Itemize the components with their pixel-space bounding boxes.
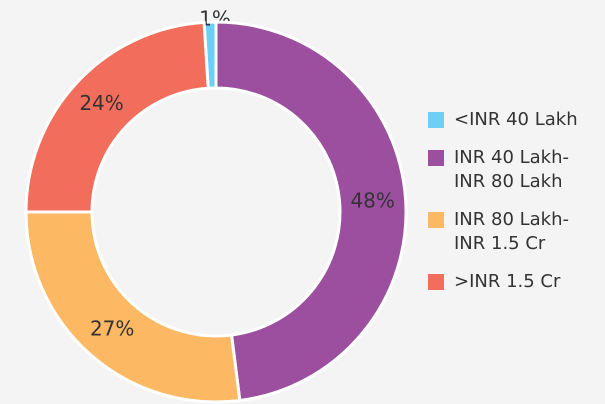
legend-swatch <box>428 274 444 290</box>
data-label: 27% <box>90 316 134 340</box>
legend-label: <INR 40 Lakh <box>454 109 578 130</box>
donut-slice <box>24 210 242 404</box>
data-label: 48% <box>350 189 394 213</box>
legend: <INR 40 Lakh INR 40 Lakh-INR 80 Lakh INR 8… <box>428 108 578 308</box>
legend-item: INR 40 Lakh-INR 80 Lakh <box>428 146 578 194</box>
legend-swatch <box>428 212 444 228</box>
legend-label: >INR 1.5 Cr <box>454 271 561 292</box>
legend-item: <INR 40 Lakh <box>428 108 578 132</box>
donut-slice <box>24 20 210 214</box>
legend-label: INR 80 Lakh-INR 1.5 Cr <box>454 209 570 254</box>
legend-swatch <box>428 112 444 128</box>
legend-label: INR 40 Lakh-INR 80 Lakh <box>454 147 570 192</box>
donut-slice <box>214 20 408 403</box>
legend-item: >INR 1.5 Cr <box>428 270 578 294</box>
data-label: 24% <box>79 91 123 115</box>
legend-swatch <box>428 150 444 166</box>
legend-item: INR 80 Lakh-INR 1.5 Cr <box>428 208 578 256</box>
